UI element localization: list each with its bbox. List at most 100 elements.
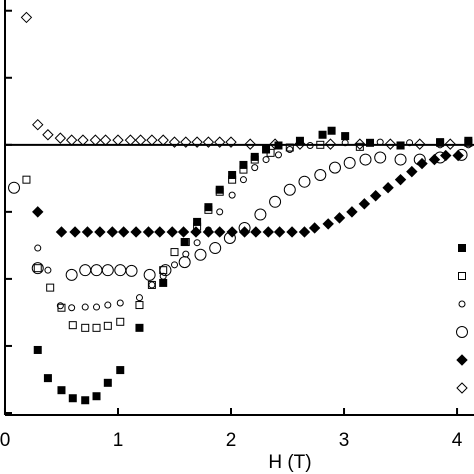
point	[31, 262, 44, 275]
point	[250, 226, 262, 238]
point	[239, 160, 248, 169]
point	[57, 303, 66, 312]
point	[396, 141, 405, 150]
point	[32, 118, 44, 131]
point	[444, 138, 456, 150]
point	[440, 149, 452, 162]
point	[116, 317, 125, 326]
point	[464, 138, 473, 147]
legend-marker	[456, 326, 468, 338]
legend-marker	[458, 244, 466, 252]
point	[65, 134, 78, 146]
point	[32, 206, 44, 218]
point	[116, 299, 124, 307]
point	[157, 134, 169, 146]
point	[191, 136, 203, 148]
point	[94, 226, 106, 238]
point	[428, 153, 441, 166]
point	[43, 374, 52, 383]
point	[376, 138, 384, 146]
point	[79, 264, 92, 277]
point	[171, 261, 179, 269]
point	[193, 217, 202, 226]
point	[135, 294, 143, 302]
point	[89, 134, 102, 146]
x-tick-label: 4	[452, 430, 463, 451]
point	[180, 136, 192, 148]
point	[44, 266, 52, 274]
point	[81, 226, 94, 238]
x-tick-label: 2	[226, 430, 237, 451]
point	[215, 185, 224, 194]
point	[148, 281, 156, 289]
x-tick-label: 0	[0, 430, 10, 451]
point	[464, 141, 472, 149]
point	[170, 248, 179, 257]
point	[416, 157, 428, 170]
point	[324, 138, 337, 150]
point	[215, 187, 224, 196]
point	[298, 226, 311, 238]
point	[394, 153, 407, 166]
point	[341, 132, 350, 141]
point	[68, 394, 77, 403]
point	[46, 283, 55, 292]
point	[406, 165, 418, 178]
point	[285, 143, 294, 152]
point	[436, 141, 444, 149]
point	[414, 138, 426, 150]
point	[168, 136, 181, 148]
point	[394, 173, 407, 186]
point	[343, 156, 356, 169]
point	[283, 183, 296, 196]
point	[181, 238, 190, 247]
point	[146, 134, 158, 146]
point	[68, 321, 77, 330]
point	[77, 134, 89, 146]
point	[209, 242, 222, 255]
point	[269, 138, 281, 150]
point	[228, 170, 237, 179]
point	[328, 161, 341, 174]
point	[251, 164, 259, 172]
point	[54, 132, 67, 144]
point	[101, 264, 114, 277]
point	[33, 264, 42, 273]
point	[20, 11, 33, 24]
point	[68, 304, 76, 312]
point	[135, 323, 144, 332]
point	[204, 203, 213, 212]
point	[216, 208, 224, 216]
point	[295, 136, 304, 145]
point	[406, 139, 414, 147]
point	[341, 139, 349, 147]
point	[358, 198, 371, 210]
point	[202, 226, 215, 238]
point	[104, 301, 112, 309]
point	[42, 129, 54, 141]
point	[92, 392, 101, 401]
point	[374, 151, 387, 164]
point	[382, 182, 394, 194]
point	[286, 226, 298, 238]
point	[92, 323, 101, 332]
point	[369, 190, 382, 202]
point	[81, 303, 89, 311]
point	[214, 226, 226, 238]
point	[322, 218, 334, 230]
point	[316, 140, 325, 149]
point	[65, 268, 78, 281]
point	[143, 268, 156, 281]
point	[262, 226, 275, 238]
point	[135, 301, 144, 310]
point	[204, 205, 213, 214]
point	[306, 141, 314, 149]
point	[57, 386, 66, 395]
point	[333, 212, 346, 224]
point	[239, 176, 247, 184]
point	[250, 152, 259, 161]
point	[228, 191, 236, 199]
point	[355, 142, 364, 151]
point	[134, 134, 147, 146]
